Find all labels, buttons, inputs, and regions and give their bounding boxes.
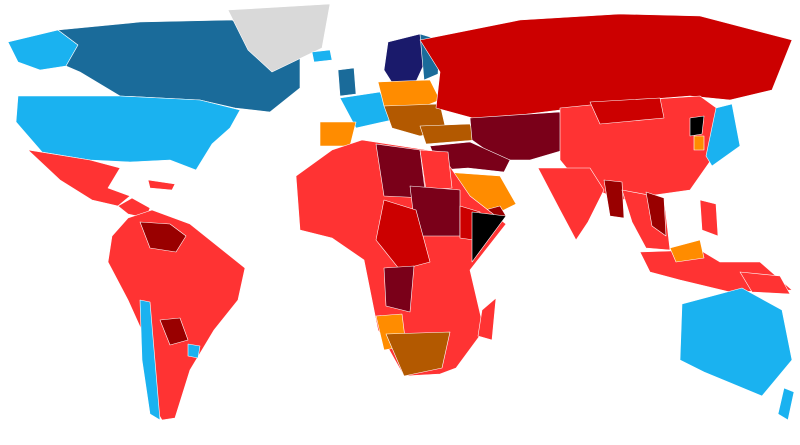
mexico: [27, 149, 131, 207]
russia: [419, 13, 793, 121]
myanmar: [603, 179, 625, 219]
papua-new-guinea: [739, 271, 791, 295]
mongolia: [589, 97, 665, 125]
egypt: [419, 149, 453, 191]
australia: [679, 287, 793, 397]
uk: [337, 67, 357, 97]
venezuela: [139, 221, 187, 253]
bolivia: [159, 317, 189, 346]
greenland: [227, 3, 331, 73]
canada: [57, 19, 301, 113]
central-europe: [377, 79, 441, 109]
madagascar: [477, 297, 497, 341]
chile: [139, 299, 161, 421]
caribbean: [147, 179, 176, 191]
iceland: [311, 49, 333, 63]
congo: [383, 265, 415, 313]
south-africa: [385, 331, 451, 377]
korea-south: [693, 135, 705, 151]
central-africa: [375, 199, 431, 271]
spain: [319, 121, 357, 147]
india: [537, 167, 605, 241]
uruguay: [187, 343, 201, 359]
vietnam: [645, 191, 667, 237]
philippines: [699, 199, 719, 237]
south-america: [107, 209, 246, 421]
korea-north: [689, 115, 705, 137]
japan: [705, 103, 741, 167]
malaysia: [669, 239, 705, 263]
somalia: [471, 211, 507, 263]
new-zealand: [777, 387, 795, 421]
